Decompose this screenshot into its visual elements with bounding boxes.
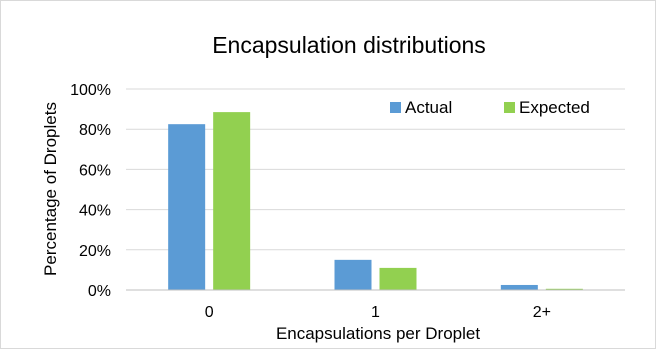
x-axis-title: Encapsulations per Droplet [276,324,480,343]
legend: Actual Expected [390,98,590,117]
y-tick-label: 0% [88,283,111,300]
y-tick-label: 40% [79,203,111,220]
x-tick-label: 0 [205,304,214,321]
y-tick-label: 20% [79,243,111,260]
y-tick-label: 60% [79,162,111,179]
x-tick-label: 2+ [533,304,551,321]
y-tick-label: 80% [79,122,111,139]
chart-title: Encapsulation distributions [212,32,486,58]
bar-expected-2+ [545,288,583,290]
legend-label-actual: Actual [405,98,452,117]
legend-label-expected: Expected [519,98,590,117]
bar-actual-1 [334,259,372,290]
legend-swatch-expected [504,102,515,113]
bar-actual-0 [168,124,206,290]
gridlines [126,88,625,251]
bars [168,112,583,291]
legend-swatch-actual [390,102,401,113]
bar-actual-2+ [500,284,538,290]
x-tick-label: 1 [371,304,380,321]
bar-expected-0 [213,112,251,291]
bar-expected-1 [379,267,417,290]
y-tick-label: 100% [70,82,111,99]
axes: 0% 20% 40% 60% 80% 100% 0 1 2+ [70,82,625,321]
y-axis-title: Percentage of Droplets [41,102,60,276]
